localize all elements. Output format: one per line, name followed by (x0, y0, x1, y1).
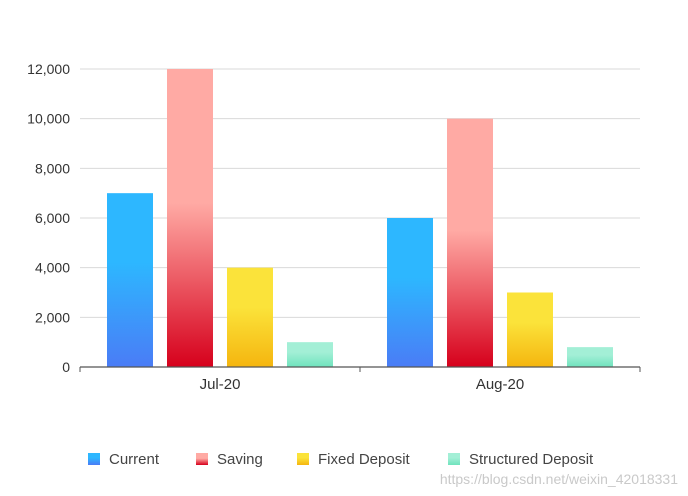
y-tick-label: 4,000 (35, 260, 70, 276)
legend-item[interactable]: Saving (196, 451, 263, 468)
bar-fixed-deposit[interactable] (227, 267, 273, 367)
legend-swatch (196, 453, 208, 465)
bar-fixed-deposit[interactable] (507, 292, 553, 368)
legend-item[interactable]: Fixed Deposit (297, 451, 411, 468)
bar-saving[interactable] (167, 69, 213, 367)
legend-label: Structured Deposit (469, 451, 594, 468)
watermark: https://blog.csdn.net/weixin_42018331 (440, 471, 678, 487)
y-tick-label: 6,000 (35, 210, 70, 226)
bar-current[interactable] (107, 193, 153, 367)
y-tick-label: 10,000 (27, 111, 70, 127)
bars (107, 69, 613, 368)
x-tick-label: Jul-20 (200, 376, 241, 393)
x-tick-label: Aug-20 (476, 376, 524, 393)
legend-label: Saving (217, 451, 263, 468)
bar-saving[interactable] (447, 118, 493, 368)
bar-structured-deposit[interactable] (567, 347, 613, 367)
x-axis-labels: Jul-20 Aug-20 (200, 376, 525, 393)
y-tick-label: 12,000 (27, 61, 70, 77)
x-axis (79, 366, 641, 372)
legend: Current Saving Fixed Deposit Structured Dep… (88, 451, 594, 468)
legend-swatch (88, 453, 100, 465)
legend-swatch (297, 453, 309, 465)
bar-current[interactable] (387, 218, 433, 367)
y-tick-label: 0 (62, 359, 70, 375)
grid-lines (80, 68, 640, 318)
legend-label: Fixed Deposit (318, 451, 411, 468)
y-axis-ticks: 0 2,000 4,000 6,000 8,000 10,000 12,000 (27, 61, 70, 375)
legend-item[interactable]: Current (88, 451, 160, 468)
y-tick-label: 8,000 (35, 160, 70, 176)
legend-item[interactable]: Structured Deposit (448, 451, 594, 468)
legend-swatch (448, 453, 460, 465)
legend-label: Current (109, 451, 160, 468)
y-tick-label: 2,000 (35, 309, 70, 325)
bar-structured-deposit[interactable] (287, 342, 333, 367)
